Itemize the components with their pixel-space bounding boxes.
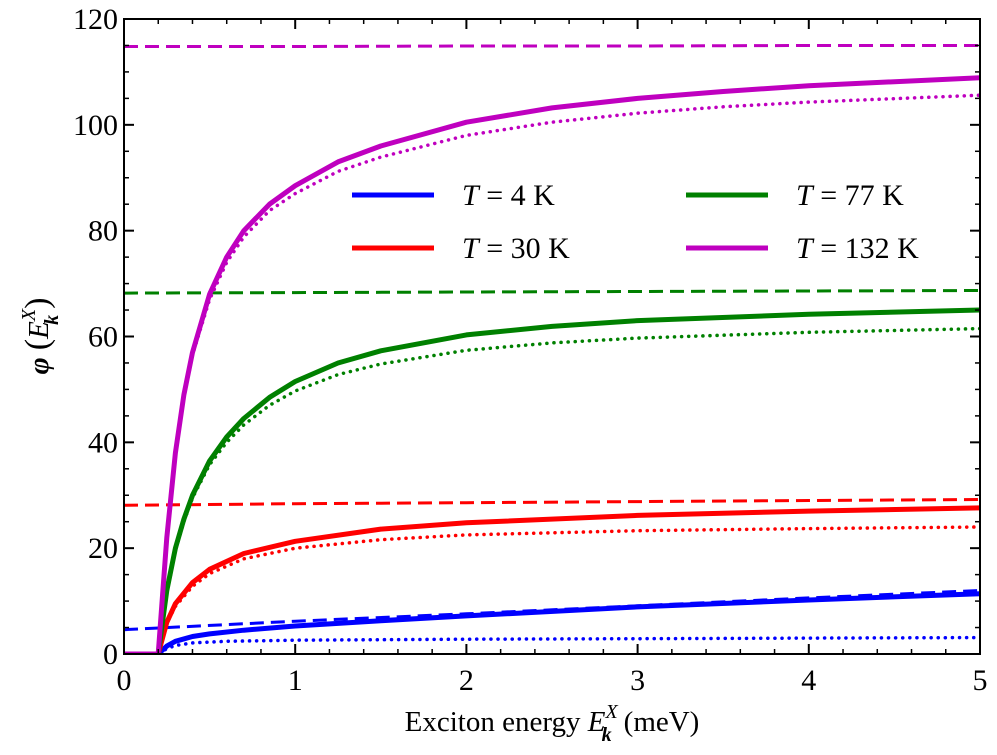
y-axis-label: φ (EXk) <box>18 298 63 375</box>
y-tick-label: 120 <box>73 3 118 36</box>
x-axis-label-main: Exciton energy <box>405 706 581 738</box>
x-tick-label: 3 <box>630 664 645 697</box>
series-1-dotted-line <box>124 525 980 654</box>
y-axis-label-sup: X <box>18 308 40 322</box>
x-axis-label-sub: k <box>602 724 612 746</box>
legend-label-3: T = 132 K <box>796 232 919 265</box>
y-tick-label: 40 <box>88 426 118 459</box>
y-tick-label: 100 <box>73 109 118 142</box>
x-tick-label: 0 <box>117 664 132 697</box>
plot-frame <box>123 18 981 655</box>
x-axis-label: Exciton energy EX k (meV) <box>405 701 700 746</box>
series-0-dotted-line <box>124 635 980 654</box>
ticks-layer: 0 1 2 3 4 5 0 20 40 60 80 100 120 <box>73 3 988 697</box>
series-2-solid-line <box>124 307 980 654</box>
series-2-dotted-line <box>124 326 980 654</box>
legend-label-2: T = 77 K <box>796 179 904 212</box>
series-layer <box>124 44 980 654</box>
legend-label-1: T = 30 K <box>462 232 570 265</box>
y-tick-label: 20 <box>88 532 118 565</box>
x-tick-label: 4 <box>801 664 816 697</box>
legend: T = 4 K T = 30 K T = 77 K T = 132 K <box>352 179 919 265</box>
y-axis-label-sub: k <box>41 315 63 325</box>
y-tick-label: 0 <box>103 638 118 671</box>
y-axis-label-symbol: φ <box>23 357 55 374</box>
x-tick-label: 1 <box>288 664 303 697</box>
series-1-dashed-line <box>124 498 980 507</box>
series-0-solid-line <box>124 591 980 654</box>
y-axis-label-close: ) <box>19 298 56 309</box>
series-2-dashed-line <box>124 289 980 295</box>
series-1-solid-line <box>124 505 980 654</box>
x-axis-label-sup: X <box>604 701 618 723</box>
series-3-dashed-line <box>124 44 980 48</box>
y-axis-label-open: ( <box>19 339 56 350</box>
x-tick-label: 2 <box>459 664 474 697</box>
y-tick-label: 80 <box>88 215 118 248</box>
x-tick-label: 5 <box>973 664 988 697</box>
y-tick-label: 60 <box>88 321 118 354</box>
series-3-solid-line <box>124 75 980 654</box>
x-axis-label-unit: (meV) <box>624 706 700 738</box>
legend-label-0: T = 4 K <box>462 179 555 212</box>
y-axis-label-e: E <box>23 321 55 340</box>
x-axis-label-symbol: E <box>587 706 606 738</box>
